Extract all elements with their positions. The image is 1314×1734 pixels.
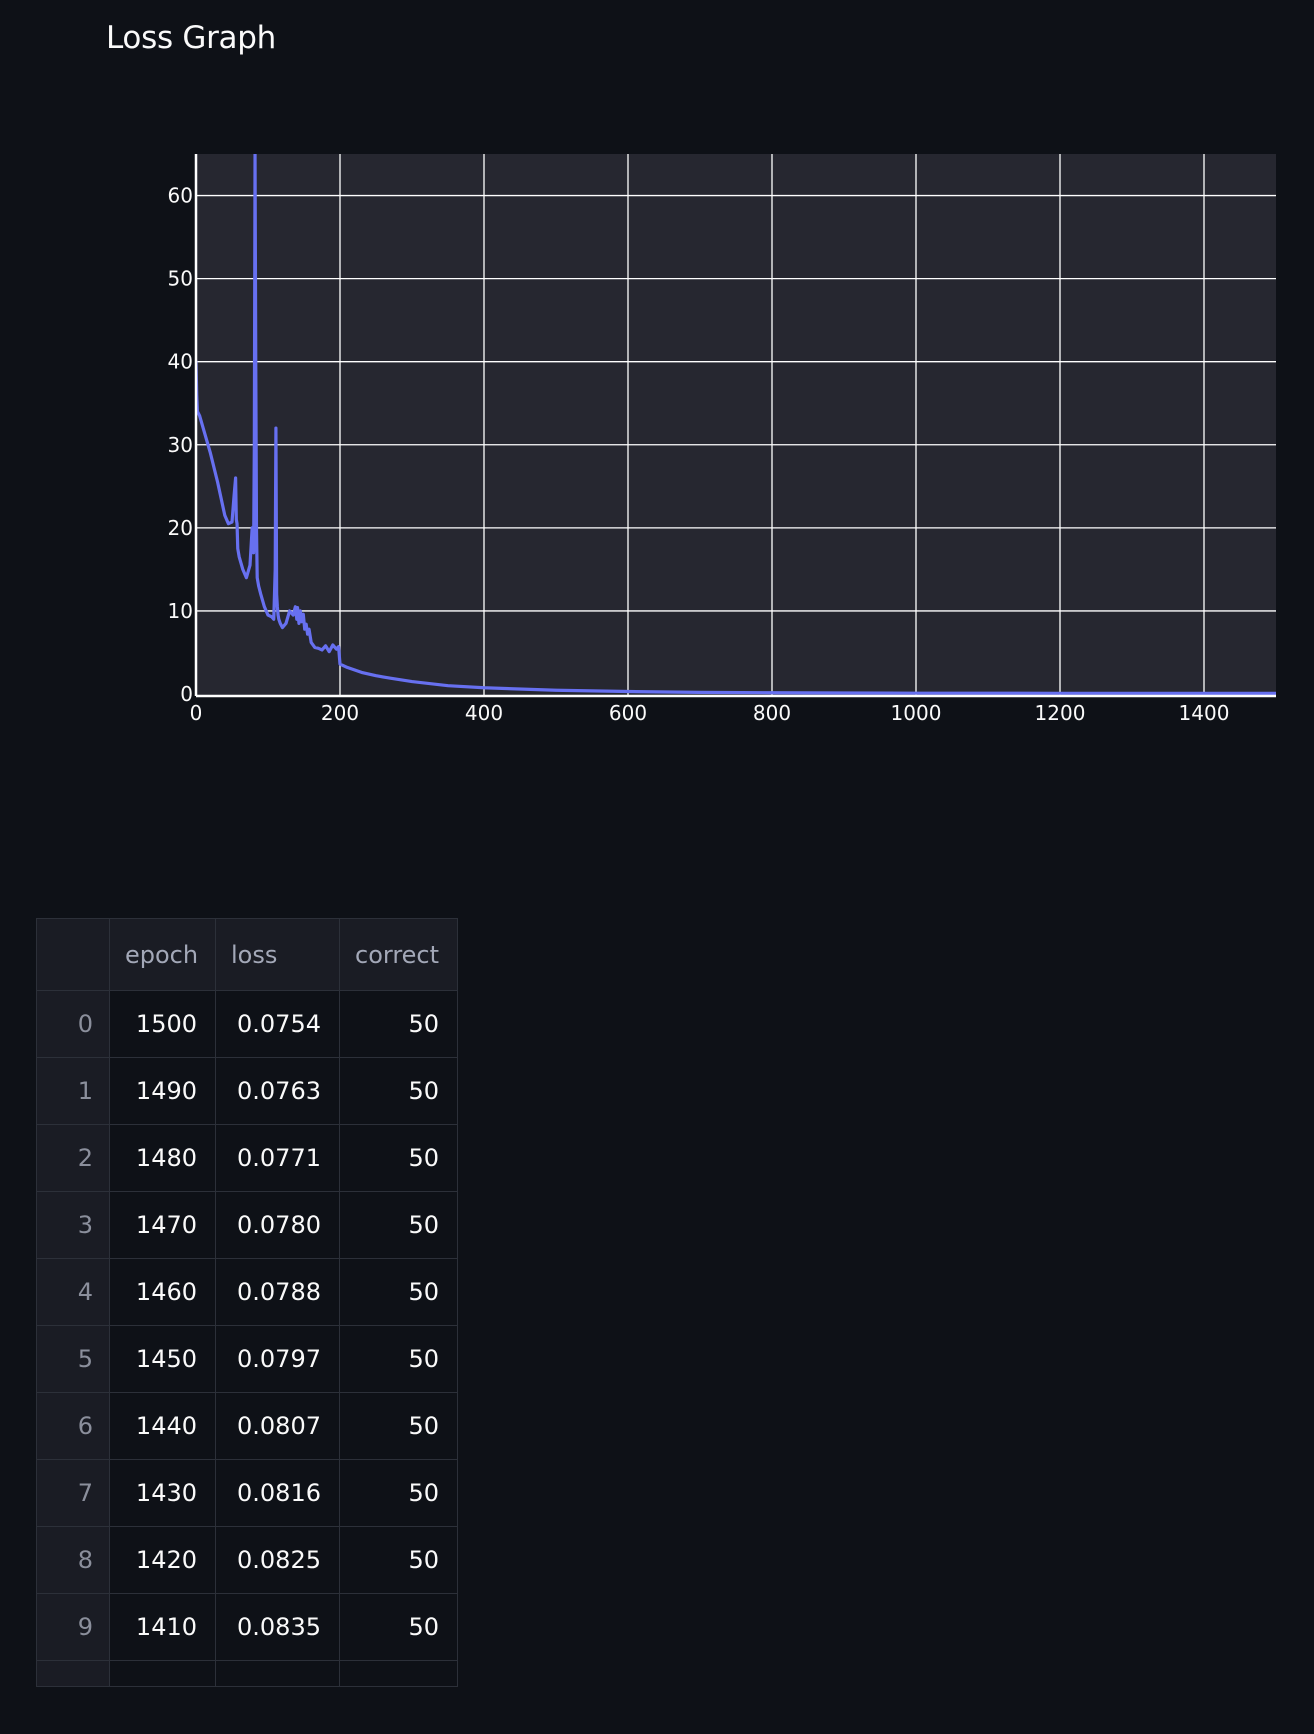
y-tick-label: 30 bbox=[168, 433, 193, 457]
plot-area bbox=[196, 154, 1276, 696]
row-index: 7 bbox=[36, 1459, 110, 1527]
cell-loss[interactable]: 0.0754 bbox=[215, 990, 340, 1058]
x-tick-labels: 0 200 400 600 800 1000 1200 1400 bbox=[190, 701, 1230, 725]
row-index: 9 bbox=[36, 1593, 110, 1661]
table-row: 6 1440 0.0807 50 bbox=[36, 1392, 458, 1460]
x-tick-label: 400 bbox=[465, 701, 503, 725]
y-tick-label: 40 bbox=[168, 350, 193, 374]
cell-correct[interactable]: 50 bbox=[339, 1593, 458, 1661]
cell-correct[interactable]: 50 bbox=[339, 1191, 458, 1259]
cell-epoch[interactable]: 1480 bbox=[109, 1124, 216, 1192]
page-title: Loss Graph bbox=[106, 20, 276, 56]
loss-series-line bbox=[196, 154, 1276, 695]
cell-epoch[interactable]: 1420 bbox=[109, 1526, 216, 1594]
cell-loss[interactable]: 0.0797 bbox=[215, 1325, 340, 1393]
row-index: 2 bbox=[36, 1124, 110, 1192]
table-row-partial bbox=[36, 1660, 458, 1687]
cell-loss bbox=[215, 1660, 340, 1687]
x-tick-label: 600 bbox=[609, 701, 647, 725]
row-index: 6 bbox=[36, 1392, 110, 1460]
cell-epoch[interactable]: 1450 bbox=[109, 1325, 216, 1393]
table-row: 2 1480 0.0771 50 bbox=[36, 1124, 458, 1192]
cell-epoch[interactable]: 1440 bbox=[109, 1392, 216, 1460]
table-header-index[interactable] bbox=[36, 918, 110, 991]
grid-vertical-lines bbox=[339, 154, 1205, 696]
cell-correct[interactable]: 50 bbox=[339, 990, 458, 1058]
cell-loss[interactable]: 0.0763 bbox=[215, 1057, 340, 1125]
y-tick-label: 10 bbox=[168, 599, 193, 623]
y-tick-label: 0 bbox=[180, 682, 193, 706]
table-row: 8 1420 0.0825 50 bbox=[36, 1526, 458, 1594]
cell-epoch bbox=[109, 1660, 216, 1687]
cell-loss[interactable]: 0.0780 bbox=[215, 1191, 340, 1259]
loss-chart[interactable]: 0 200 400 600 800 1000 1200 1400 0 10 20 30 40 50 60 bbox=[0, 0, 1314, 760]
table-row: 4 1460 0.0788 50 bbox=[36, 1258, 458, 1326]
grid-horizontal-lines bbox=[196, 194, 1276, 612]
x-tick-label: 1200 bbox=[1035, 701, 1086, 725]
data-table-container[interactable]: epoch loss correct 0 1500 0.0754 50 1 14… bbox=[36, 918, 458, 1687]
y-tick-label: 20 bbox=[168, 516, 193, 540]
row-index: 3 bbox=[36, 1191, 110, 1259]
table-header-loss[interactable]: loss bbox=[215, 918, 340, 991]
row-index: 8 bbox=[36, 1526, 110, 1594]
table-header-row: epoch loss correct bbox=[36, 918, 458, 991]
cell-correct[interactable]: 50 bbox=[339, 1258, 458, 1326]
x-tick-label: 800 bbox=[753, 701, 791, 725]
cell-correct[interactable]: 50 bbox=[339, 1526, 458, 1594]
y-tick-label: 50 bbox=[168, 267, 193, 291]
table-row: 7 1430 0.0816 50 bbox=[36, 1459, 458, 1527]
table-header-correct[interactable]: correct bbox=[339, 918, 458, 991]
cell-loss[interactable]: 0.0807 bbox=[215, 1392, 340, 1460]
table-row: 3 1470 0.0780 50 bbox=[36, 1191, 458, 1259]
cell-epoch[interactable]: 1500 bbox=[109, 990, 216, 1058]
y-tick-label: 60 bbox=[168, 184, 193, 208]
row-index: 1 bbox=[36, 1057, 110, 1125]
cell-epoch[interactable]: 1470 bbox=[109, 1191, 216, 1259]
cell-loss[interactable]: 0.0835 bbox=[215, 1593, 340, 1661]
cell-epoch[interactable]: 1430 bbox=[109, 1459, 216, 1527]
x-tick-label: 200 bbox=[321, 701, 359, 725]
cell-correct[interactable]: 50 bbox=[339, 1392, 458, 1460]
cell-epoch[interactable]: 1460 bbox=[109, 1258, 216, 1326]
cell-correct bbox=[339, 1660, 458, 1687]
row-index: 5 bbox=[36, 1325, 110, 1393]
x-tick-label: 1000 bbox=[891, 701, 942, 725]
table-row: 1 1490 0.0763 50 bbox=[36, 1057, 458, 1125]
table-row: 0 1500 0.0754 50 bbox=[36, 990, 458, 1058]
row-index: 0 bbox=[36, 990, 110, 1058]
x-tick-label: 0 bbox=[190, 701, 203, 725]
cell-epoch[interactable]: 1490 bbox=[109, 1057, 216, 1125]
y-tick-labels: 0 10 20 30 40 50 60 bbox=[168, 184, 193, 706]
cell-correct[interactable]: 50 bbox=[339, 1057, 458, 1125]
cell-loss[interactable]: 0.0788 bbox=[215, 1258, 340, 1326]
table-row: 5 1450 0.0797 50 bbox=[36, 1325, 458, 1393]
cell-epoch[interactable]: 1410 bbox=[109, 1593, 216, 1661]
x-tick-label: 1400 bbox=[1179, 701, 1230, 725]
series-layer bbox=[196, 154, 1276, 695]
loss-chart-svg[interactable]: 0 200 400 600 800 1000 1200 1400 0 10 20 30 40 50 60 bbox=[0, 0, 1314, 760]
row-index bbox=[36, 1660, 110, 1687]
cell-loss[interactable]: 0.0825 bbox=[215, 1526, 340, 1594]
cell-correct[interactable]: 50 bbox=[339, 1459, 458, 1527]
row-index: 4 bbox=[36, 1258, 110, 1326]
data-table: epoch loss correct 0 1500 0.0754 50 1 14… bbox=[36, 918, 458, 1687]
table-row: 9 1410 0.0835 50 bbox=[36, 1593, 458, 1661]
cell-correct[interactable]: 50 bbox=[339, 1124, 458, 1192]
cell-loss[interactable]: 0.0771 bbox=[215, 1124, 340, 1192]
cell-loss[interactable]: 0.0816 bbox=[215, 1459, 340, 1527]
table-header-epoch[interactable]: epoch bbox=[109, 918, 216, 991]
cell-correct[interactable]: 50 bbox=[339, 1325, 458, 1393]
